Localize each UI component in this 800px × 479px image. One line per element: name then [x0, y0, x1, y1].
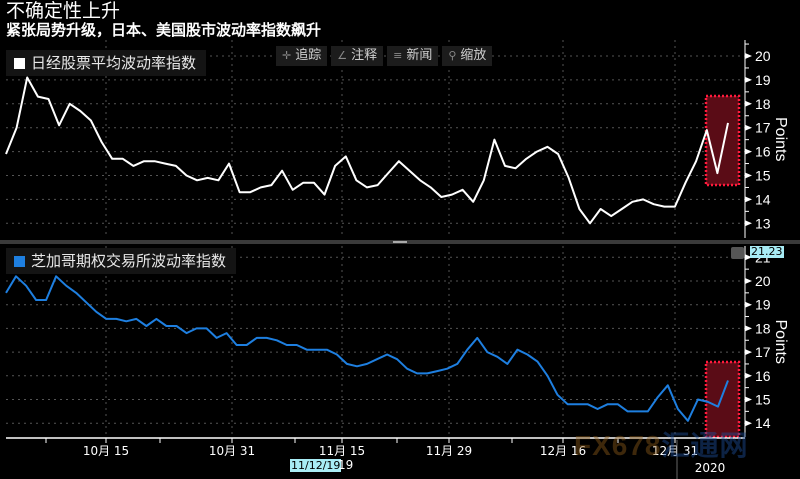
svg-text:17: 17 [755, 344, 771, 360]
legend-label: 日经股票平均波动率指数 [31, 54, 197, 72]
svg-text:13: 13 [755, 215, 771, 231]
highlight-box [704, 360, 741, 439]
svg-text:Points: Points [772, 117, 789, 161]
svg-text:19: 19 [755, 72, 771, 88]
annotate-button[interactable]: ∠ 注释 [331, 46, 384, 66]
news-button[interactable]: ≡ 新闻 [387, 46, 439, 66]
svg-text:10月 31: 10月 31 [209, 444, 255, 458]
svg-text:18: 18 [755, 96, 771, 112]
svg-text:20: 20 [755, 48, 771, 64]
svg-text:17: 17 [755, 120, 771, 136]
svg-text:16: 16 [755, 144, 771, 160]
svg-text:14: 14 [755, 415, 771, 431]
resize-handle[interactable] [731, 247, 744, 259]
legend-nikkei[interactable]: 日经股票平均波动率指数 [6, 50, 207, 76]
pencil-icon: ∠ [337, 49, 348, 62]
svg-text:12月 31: 12月 31 [652, 444, 698, 458]
svg-text:11月 15: 11月 15 [319, 444, 365, 458]
panel-1: 1415161718192021Points [5, 246, 789, 439]
svg-text:19: 19 [755, 297, 771, 313]
zoom-icon: ⚲ [448, 49, 457, 62]
svg-text:18: 18 [755, 320, 771, 336]
watermark: FX678汇通网 [574, 430, 749, 461]
svg-text:14: 14 [755, 191, 771, 207]
svg-text:15: 15 [755, 392, 771, 408]
legend-vix[interactable]: 芝加哥期权交易所波动率指数 [6, 248, 237, 274]
panel-0: 13 14 15 16 17 18 19 20 Points [5, 40, 789, 238]
zoom-button[interactable]: ⚲ 缩放 [442, 46, 493, 66]
current-value-badge: 21.23 [750, 245, 784, 258]
svg-text:15: 15 [755, 168, 771, 184]
svg-text:10月 15: 10月 15 [83, 444, 129, 458]
svg-text:16: 16 [755, 368, 771, 384]
cursor-date-tail: 19 [338, 458, 354, 472]
cursor-date-label: 11/12/19 [290, 459, 342, 472]
svg-text:12月 16: 12月 16 [540, 444, 586, 458]
chart-title: 不确定性上升 [6, 0, 121, 22]
series-line [5, 275, 729, 422]
legend-swatch-white [14, 58, 25, 69]
highlight-box [704, 94, 741, 187]
news-icon: ≡ [393, 49, 403, 62]
svg-text:2020: 2020 [695, 461, 726, 475]
track-button[interactable]: ✛ 追踪 [276, 46, 328, 66]
legend-swatch-blue [14, 256, 25, 267]
svg-text:20: 20 [755, 273, 771, 289]
svg-text:11月 29: 11月 29 [426, 444, 472, 458]
chart-subtitle: 紧张局势升级，日本、美国股市波动率指数飙升 [6, 21, 322, 39]
series-line [5, 76, 729, 225]
chart-toolbar: ✛ 追踪 ∠ 注释 ≡ 新闻 ⚲ 缩放 [276, 46, 493, 66]
crosshair-icon: ✛ [282, 49, 292, 62]
svg-text:Points: Points [772, 320, 789, 364]
legend-label: 芝加哥期权交易所波动率指数 [31, 252, 227, 270]
